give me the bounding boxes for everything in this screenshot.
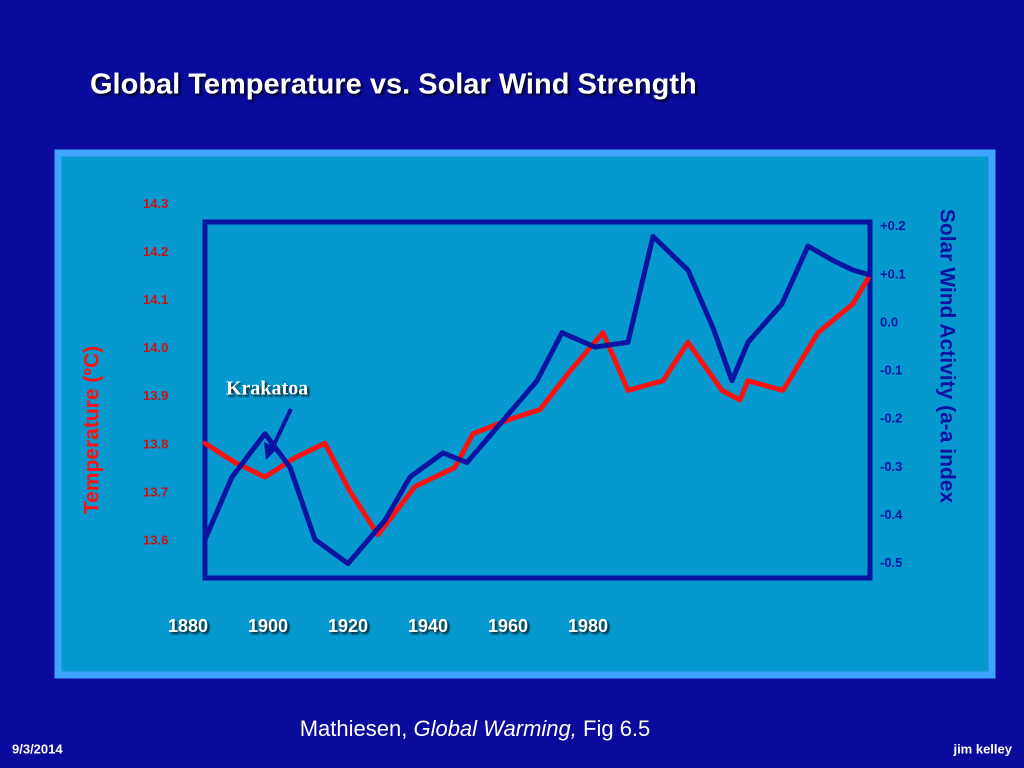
x-tick-label: 1960 (488, 616, 528, 636)
y2-tick-label: -0.2 (880, 411, 902, 426)
marks: 13.6 13.7 13.8 13.9 14.0 14.1 14.2 14.3 +0.2 +0.1… (143, 196, 906, 636)
chart-title: Global Temperature vs. Solar Wind Streng… (90, 69, 697, 101)
x-tick-label: 1920 (328, 616, 368, 636)
y2-tick-label: -0.4 (880, 507, 903, 522)
x-tick-label: 1980 (568, 616, 608, 636)
annotation: Krakatoa (226, 378, 308, 400)
footer-date: 9/3/2014 (12, 741, 63, 756)
y-tick-label: 14.2 (143, 244, 168, 259)
plot-area (202, 219, 873, 581)
y2-tick-label: -0.1 (880, 363, 902, 378)
y2-tick-label: 0.0 (880, 314, 898, 329)
y2-tick-label: +0.2 (880, 218, 906, 233)
x-tick-label: 1900 (248, 616, 288, 636)
y2-axis-label: Solar Wind Activity (a-a index (935, 209, 958, 504)
y2-tick-label: -0.3 (880, 459, 902, 474)
y-tick-label: 13.8 (143, 436, 168, 451)
data-line (202, 233, 873, 567)
y-tick-label: 13.6 (143, 533, 168, 548)
y-tick-label: 13.9 (143, 388, 168, 403)
footer-author: jim kelley (952, 741, 1012, 756)
caption-figure: Fig 6.5 (583, 716, 650, 741)
caption-source: Global Warming, (413, 716, 576, 741)
caption-author: Mathiesen, (300, 716, 408, 741)
x-tick-label: 1940 (408, 616, 448, 636)
y-axis-label: Temperature (ºC) (81, 346, 104, 514)
caption: Mathiesen, Global Warming, Fig 6.5 (300, 716, 651, 741)
y-tick-label: 14.3 (143, 196, 168, 211)
y-tick-label: 13.7 (143, 484, 168, 499)
y2-tick-label: -0.5 (880, 555, 902, 570)
y-tick-label: 14.0 (143, 340, 168, 355)
x-tick-label: 1880 (168, 616, 208, 636)
y2-tick-label: +0.1 (880, 266, 906, 281)
y-tick-label: 14.1 (143, 292, 168, 307)
data-line (202, 272, 873, 538)
